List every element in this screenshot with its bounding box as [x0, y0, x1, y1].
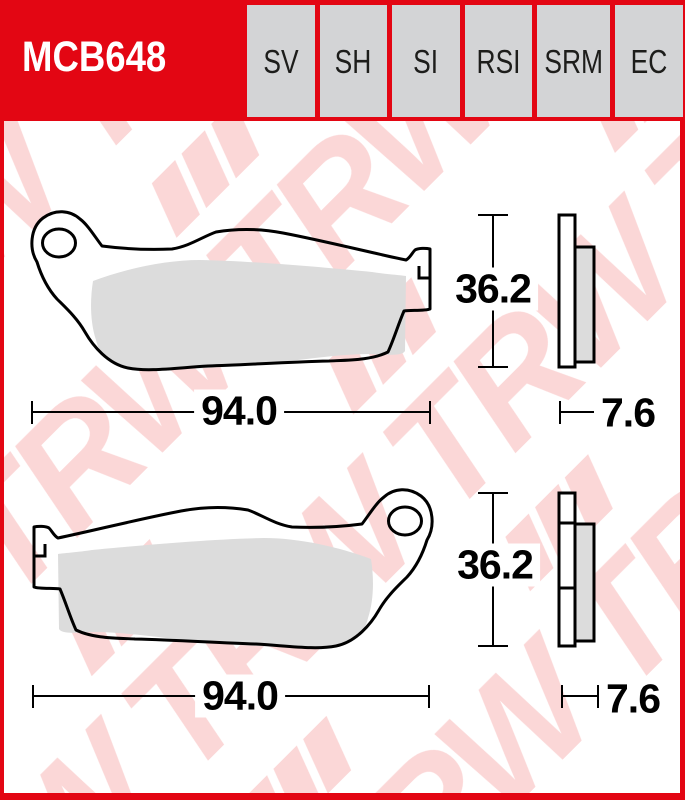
compound-label: SH [334, 42, 372, 80]
bottom-pad-face-view [32, 488, 434, 650]
technical-drawing [30, 210, 599, 708]
top-dimension-lines [31, 214, 597, 424]
part-number: MCB648 [22, 33, 167, 81]
compound-column-srm: SRM [537, 5, 611, 117]
top-pad-side-view [557, 213, 596, 369]
dimension-length-bottom: 94.0 [195, 674, 285, 718]
compound-label: SV [263, 42, 299, 80]
dimension-height-bottom: 36.2 [450, 543, 540, 587]
dimension-thickness-bottom: 7.6 [599, 677, 667, 721]
top-pad-face-view [30, 210, 432, 372]
compound-column-si: SI [392, 5, 460, 117]
drawing-area: TRW [4, 121, 680, 793]
dimension-height-top: 36.2 [448, 267, 538, 311]
compound-label: EC [630, 42, 668, 80]
bottom-dimension-lines [32, 492, 599, 708]
compound-column-ec: EC [615, 5, 683, 117]
compound-column-rsi: RSI [464, 5, 533, 117]
compound-columns: SV SH SI RSI SRM EC [247, 5, 683, 117]
compound-column-sh: SH [319, 5, 388, 117]
compound-label: SI [413, 42, 439, 80]
compound-column-sv: SV [247, 5, 315, 117]
bottom-pad-side-view [557, 491, 596, 648]
dimension-thickness-top: 7.6 [594, 391, 662, 435]
compound-label: SRM [544, 42, 604, 80]
header: MCB648 SV SH SI RSI SRM EC [0, 0, 685, 121]
compound-label: RSI [476, 42, 521, 80]
dimension-length-top: 94.0 [194, 389, 284, 433]
trw-watermark: TRW [4, 121, 680, 793]
